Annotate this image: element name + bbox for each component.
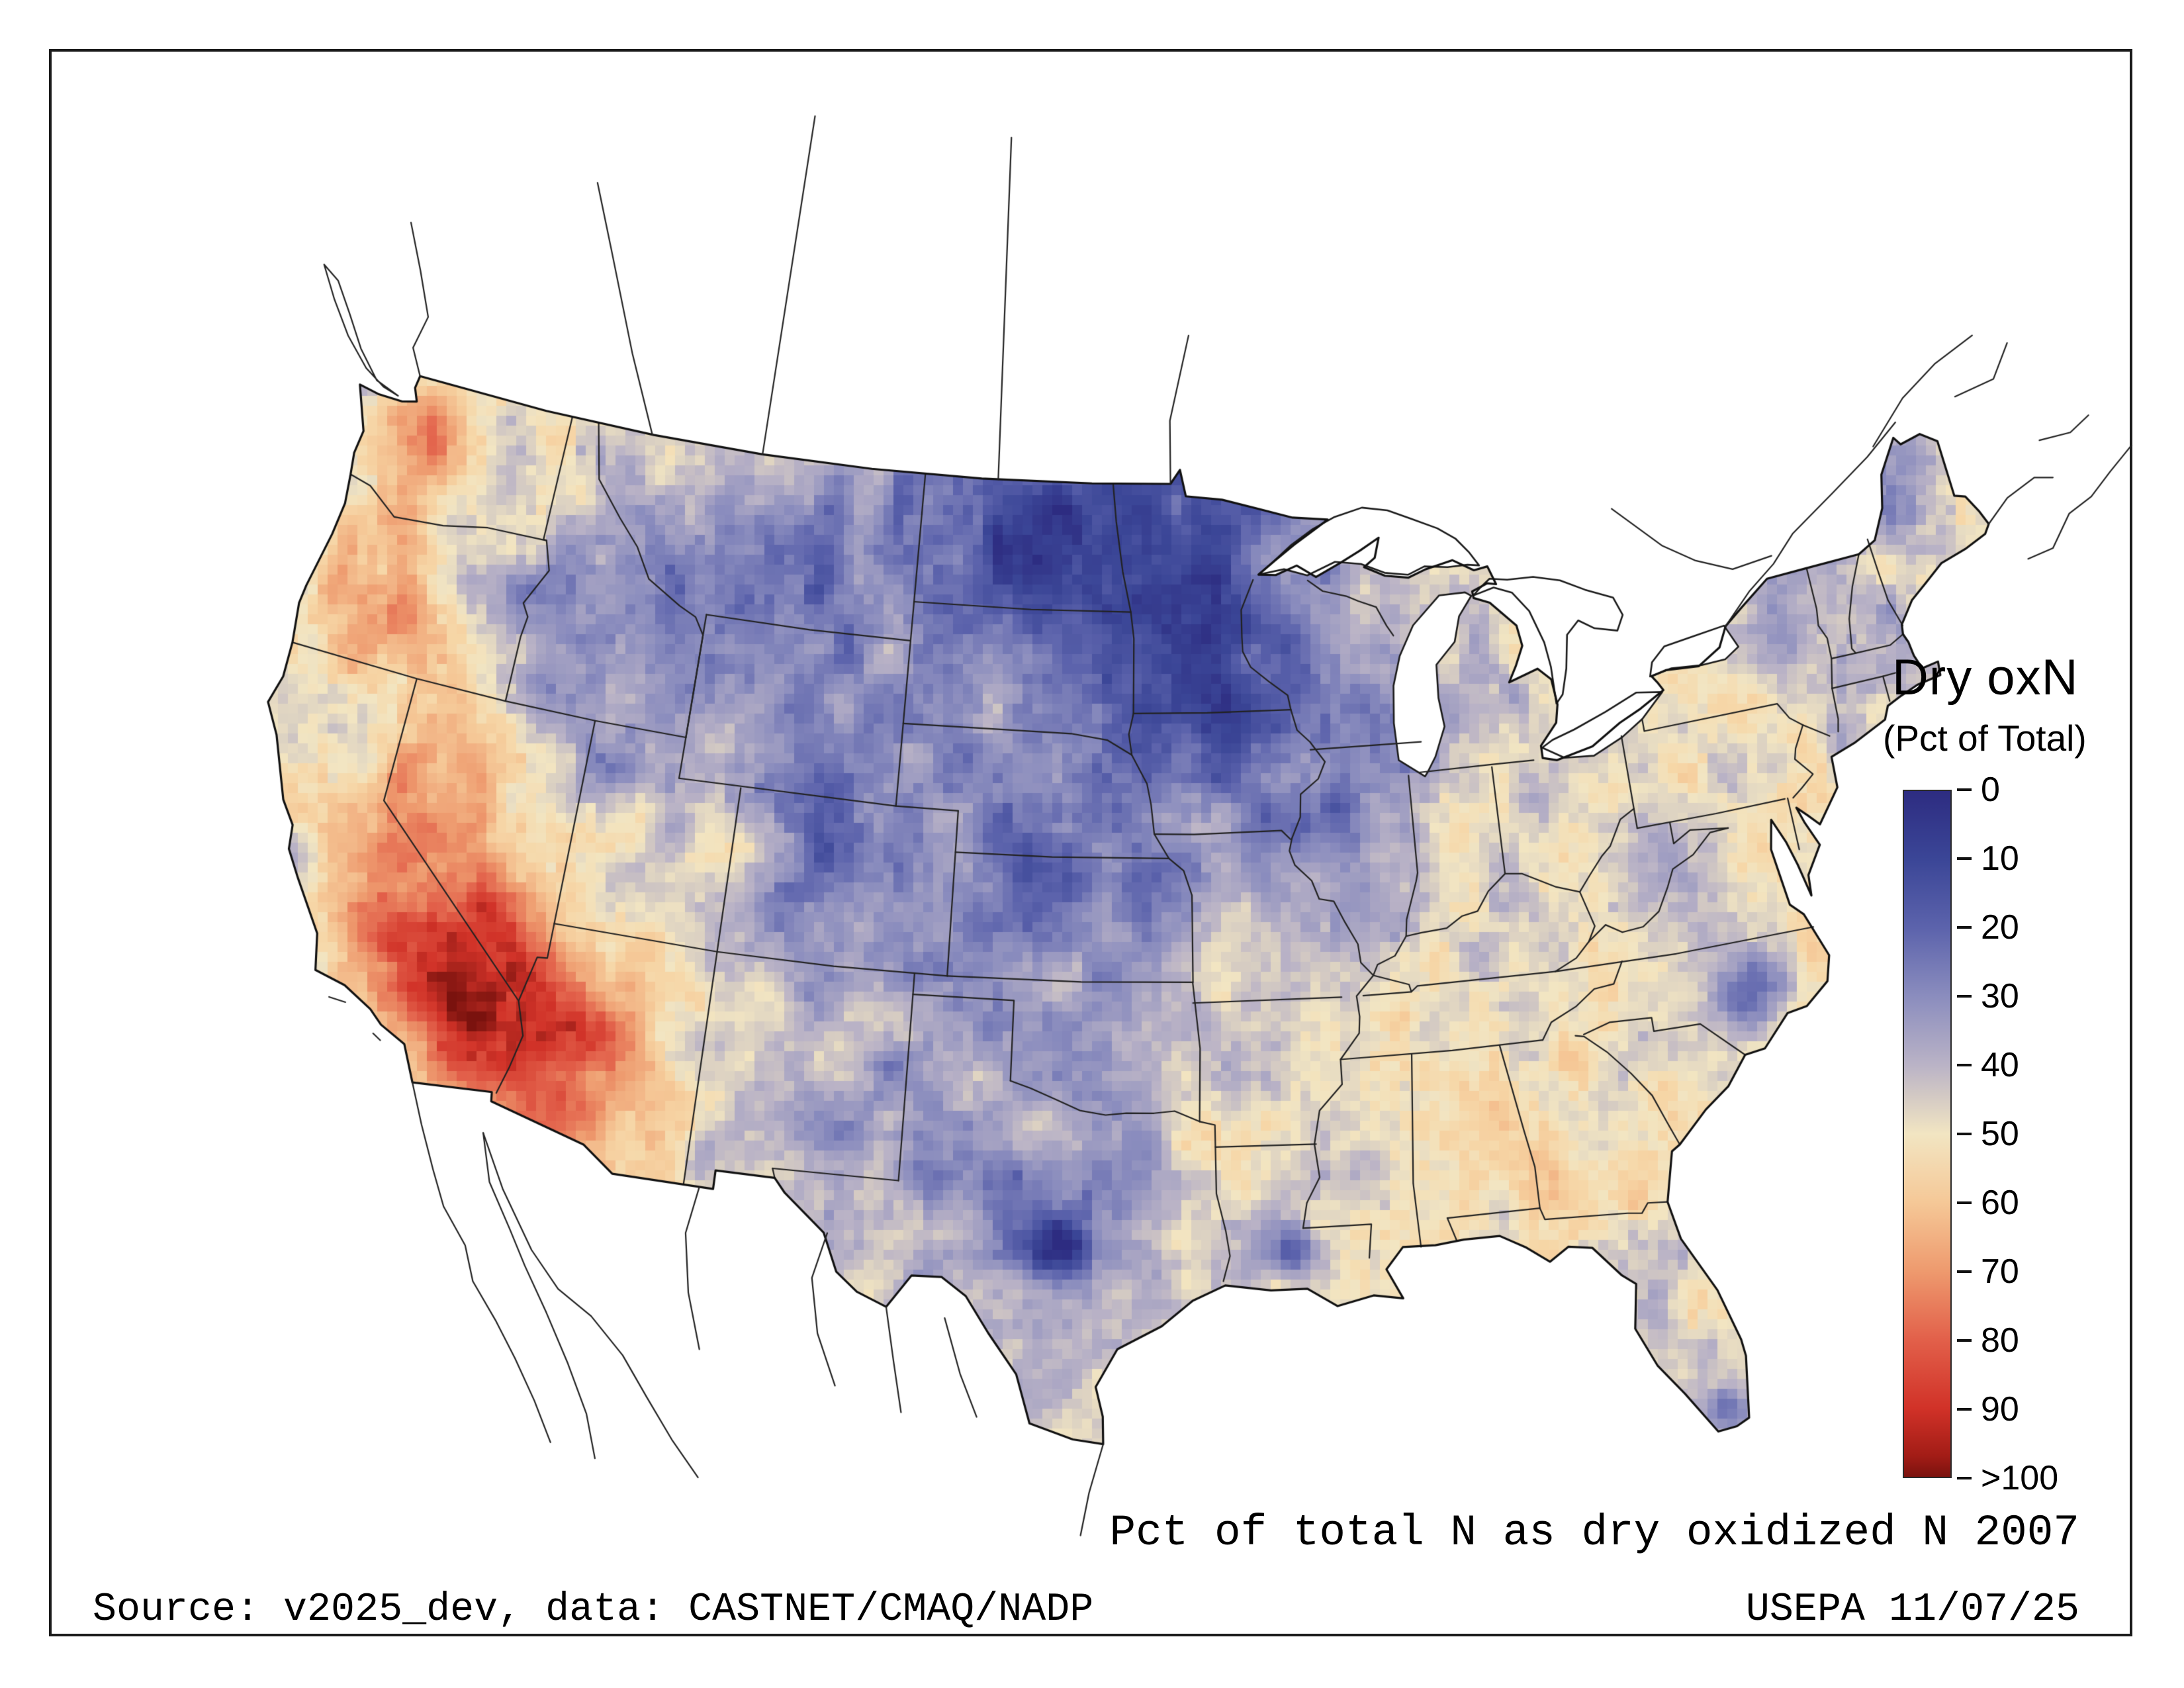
colorbar-tick-label: 80: [1981, 1321, 2019, 1360]
legend-subtitle: (Pct of Total): [1883, 718, 2087, 759]
colorbar-tick-label: 0: [1981, 771, 2000, 809]
colorbar-gradient: [1903, 790, 1952, 1478]
agency-date-text: USEPA 11/07/25: [1745, 1587, 2079, 1632]
map-caption: Pct of total N as dry oxidized N 2007: [1109, 1508, 2079, 1558]
colorbar-tick-label: 90: [1981, 1390, 2019, 1429]
map-legend: Dry oxN (Pct of Total) 0 10 20 30 40 50 60 70 80…: [1883, 649, 2181, 1497]
colorbar-tick-mark: [1957, 1201, 1972, 1204]
colorbar-tick-label: 40: [1981, 1046, 2019, 1084]
colorbar-tick-label: 60: [1981, 1184, 2019, 1222]
legend-colorbar: 0 10 20 30 40 50 60 70 80 90 >100: [1903, 771, 2058, 1497]
colorbar-tick-label: 70: [1981, 1252, 2019, 1291]
colorbar-tick-label: 30: [1981, 977, 2019, 1015]
legend-title: Dry oxN: [1892, 649, 2079, 706]
colorbar-tick-mark: [1957, 1477, 1972, 1479]
colorbar-tick-label: 10: [1981, 839, 2019, 878]
colorbar-tick-mark: [1957, 1270, 1972, 1273]
colorbar-tick-mark: [1957, 1064, 1972, 1066]
colorbar-tick-mark: [1957, 995, 1972, 998]
colorbar-tick-mark: [1957, 857, 1972, 860]
colorbar-tick-label: 50: [1981, 1115, 2019, 1153]
source-text: Source: v2025_dev, data: CASTNET/CMAQ/NA…: [93, 1587, 1094, 1632]
colorbar-tick-label: >100: [1981, 1459, 2059, 1497]
colorbar-tick-mark: [1957, 1133, 1972, 1135]
colorbar-tick-mark: [1957, 1339, 1972, 1342]
colorbar-tick-mark: [1957, 788, 1972, 791]
colorbar-tick-mark: [1957, 1408, 1972, 1411]
colorbar-ticks: 0 10 20 30 40 50 60 70 80 90 >100: [1952, 771, 2163, 1497]
colorbar-tick-label: 20: [1981, 908, 2019, 947]
us-map-canvas: [50, 50, 2134, 1638]
colorbar-tick-mark: [1957, 926, 1972, 929]
